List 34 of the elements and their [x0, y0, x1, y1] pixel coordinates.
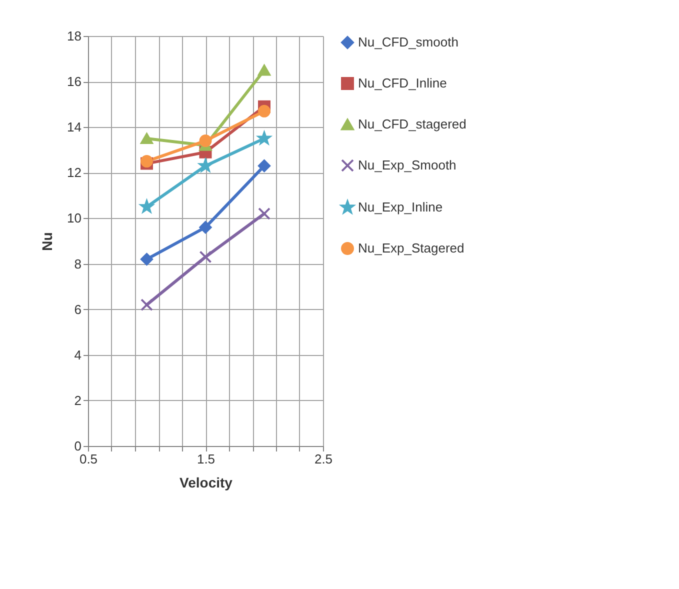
legend-label: Nu_CFD_smooth [358, 34, 458, 50]
y-tick-label: 10 [67, 210, 82, 226]
y-axis-title: Nu [39, 232, 56, 251]
y-tick-label: 4 [74, 347, 82, 362]
x-axis-title: Velocity [180, 474, 233, 490]
point [258, 160, 270, 172]
y-tick-label: 18 [67, 28, 82, 44]
y-tick-label: 12 [67, 165, 82, 180]
y-tick-label: 2 [74, 392, 82, 408]
point [198, 159, 212, 172]
legend-label: Nu_CFD_stagered [358, 116, 466, 132]
y-tick-label: 14 [67, 120, 82, 135]
x-tick-label: 0.5 [79, 452, 98, 466]
point [199, 134, 212, 148]
y-tick-label: 0 [74, 438, 82, 454]
point [258, 132, 271, 144]
point [199, 221, 212, 234]
legend-label: Nu_Exp_Smooth [358, 158, 456, 172]
point [140, 252, 153, 266]
point [258, 104, 270, 118]
legend-label: Nu_Exp_Inline [358, 200, 443, 214]
x-tick-label: 1.5 [196, 452, 216, 466]
point [140, 298, 153, 312]
legend-label: Nu_CFD_Inline [358, 76, 447, 90]
point [258, 64, 270, 76]
y-tick-label: 6 [74, 302, 82, 317]
y-tick-label: 16 [67, 74, 82, 90]
point [140, 200, 154, 212]
point [140, 132, 153, 144]
point [258, 207, 270, 220]
legend-label: Nu_Exp_Stagered [358, 240, 464, 256]
x-tick-label: 2.5 [314, 452, 333, 466]
y-tick-label: 8 [74, 256, 82, 272]
point [199, 250, 212, 264]
